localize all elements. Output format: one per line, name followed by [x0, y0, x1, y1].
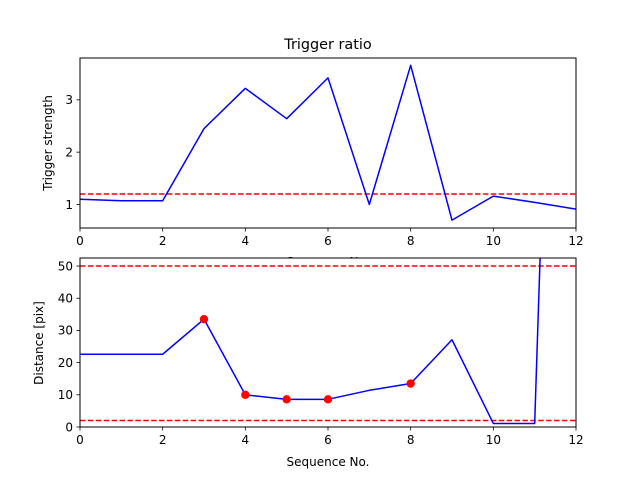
y-axis-label: Distance [pix] [32, 301, 46, 385]
y-tick-label: 0 [65, 420, 73, 434]
x-tick-label: 2 [159, 234, 167, 248]
x-tick-label: 6 [324, 234, 332, 248]
x-tick-label: 10 [486, 234, 501, 248]
x-tick-label: 12 [568, 433, 583, 447]
y-axis-ticks: 1 2 3 [65, 93, 80, 212]
y-tick-label: 40 [58, 292, 73, 306]
x-axis-ticks: 0 2 4 6 8 10 12 [76, 228, 584, 248]
x-tick-label: 4 [242, 433, 250, 447]
x-tick-label: 0 [76, 433, 84, 447]
data-point-marker [241, 390, 250, 400]
y-tick-label: 1 [65, 198, 73, 212]
data-point-marker [199, 314, 209, 324]
x-tick-label: 2 [159, 433, 167, 447]
subplot-distance: 0 2 4 6 8 10 12 0 10 20 30 40 50 Sequence No. Dista… [32, 257, 584, 469]
x-axis-ticks: 0 2 4 6 8 10 12 [76, 427, 584, 447]
data-point-marker [406, 379, 415, 388]
plot-area-distance [80, 258, 576, 425]
plot-area-trigger-ratio [80, 64, 576, 221]
x-tick-label: 12 [568, 234, 583, 248]
y-tick-label: 10 [58, 388, 73, 402]
y-axis-ticks: 0 10 20 30 40 50 [58, 259, 80, 434]
y-tick-label: 30 [58, 324, 73, 338]
series-line [80, 64, 576, 221]
x-tick-label: 8 [407, 433, 415, 447]
x-tick-label: 0 [76, 234, 84, 248]
y-tick-label: 50 [58, 259, 73, 273]
y-tick-label: 3 [65, 93, 73, 107]
x-axis-label: Sequence No. [287, 455, 370, 469]
x-tick-label: 4 [242, 234, 250, 248]
x-tick-label: 8 [407, 234, 415, 248]
x-tick-label: 6 [324, 433, 332, 447]
y-axis-label: Trigger strength [41, 95, 55, 192]
x-tick-label: 10 [486, 433, 501, 447]
y-tick-label: 2 [65, 145, 73, 159]
y-tick-label: 20 [58, 356, 73, 370]
data-point-marker [323, 395, 333, 404]
chart-title: Trigger ratio [283, 37, 372, 53]
data-point-marker [282, 395, 291, 404]
